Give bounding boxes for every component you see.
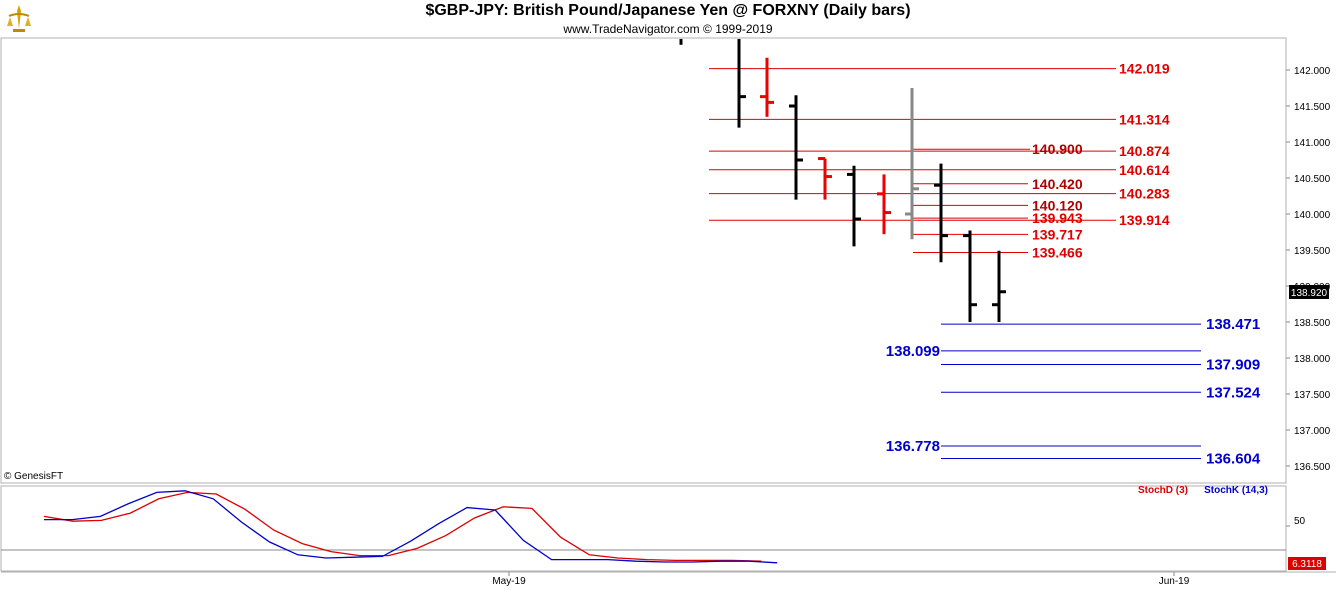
price-tick-label: 140.500	[1294, 174, 1331, 185]
support-label: 138.471	[1206, 316, 1260, 333]
stoch-k-line	[44, 490, 778, 564]
price-tick-label: 141.000	[1294, 138, 1331, 149]
price-bars	[679, 39, 1006, 322]
price-tick-label: 138.000	[1294, 354, 1331, 365]
x-label-jun: Jun-19	[1159, 576, 1190, 587]
last-price-badge	[1289, 285, 1329, 299]
support-label: 136.778	[886, 438, 940, 455]
resistance-label: 140.120	[1032, 197, 1083, 213]
resistance-label: 139.717	[1032, 226, 1083, 242]
resistance-label: 140.900	[1032, 141, 1083, 157]
resistance-label: 140.283	[1119, 186, 1170, 202]
stochastic-panel	[43, 490, 1290, 564]
chart-header: $GBP-JPY: British Pound/Japanese Yen @ F…	[0, 0, 1336, 38]
stoch-last-badge	[1288, 557, 1326, 570]
chart-title: $GBP-JPY: British Pound/Japanese Yen @ F…	[425, 2, 911, 19]
price-tick-label: 138.500	[1294, 318, 1331, 329]
copyright-label: © GenesisFT	[4, 471, 63, 482]
price-tick-label: 136.500	[1294, 462, 1331, 473]
stoch-tick-50: 50	[1294, 516, 1306, 527]
genesis-logo-icon	[7, 5, 31, 32]
support-label: 136.604	[1206, 451, 1261, 468]
level-lines: 142.019 141.314 140.874 140.900 140.614 140.4…	[709, 61, 1261, 468]
stoch-d-line	[43, 491, 762, 562]
resistance-label: 141.314	[1119, 111, 1170, 127]
stoch-d-legend: StochD (3)	[1138, 485, 1188, 496]
stoch-last-label: 6.3118	[1292, 559, 1322, 570]
support-label: 137.909	[1206, 357, 1260, 374]
price-tick-label: 142.000	[1294, 66, 1331, 77]
chart-subtitle: www.TradeNavigator.com © 1999-2019	[563, 22, 773, 36]
resistance-label: 140.614	[1119, 162, 1170, 178]
resistance-label: 140.420	[1032, 176, 1083, 192]
resistance-label: 139.914	[1119, 212, 1170, 228]
price-tick-label: 137.500	[1294, 390, 1331, 401]
price-panel-frame	[0, 37, 1287, 484]
resistance-label: 140.874	[1119, 143, 1170, 159]
resistance-label: 139.466	[1032, 244, 1083, 260]
stoch-panel-frame	[0, 485, 1287, 572]
price-tick-label: 137.000	[1294, 426, 1331, 437]
last-price-label: 138.920	[1291, 288, 1328, 299]
price-tick-label: 140.000	[1294, 210, 1331, 221]
stoch-k-legend: StochK (14,3)	[1204, 485, 1268, 496]
price-tick-label: 141.500	[1294, 102, 1331, 113]
resistance-label: 142.019	[1119, 61, 1170, 77]
price-tick-label: 139.500	[1294, 246, 1331, 257]
x-label-may: May-19	[492, 576, 526, 587]
support-label: 138.099	[886, 343, 940, 360]
price-axis: 142.000 141.500 141.000 140.500 140.000 139.5…	[1286, 66, 1331, 473]
support-label: 137.524	[1206, 384, 1261, 401]
resistance-label: 139.943	[1032, 210, 1083, 226]
